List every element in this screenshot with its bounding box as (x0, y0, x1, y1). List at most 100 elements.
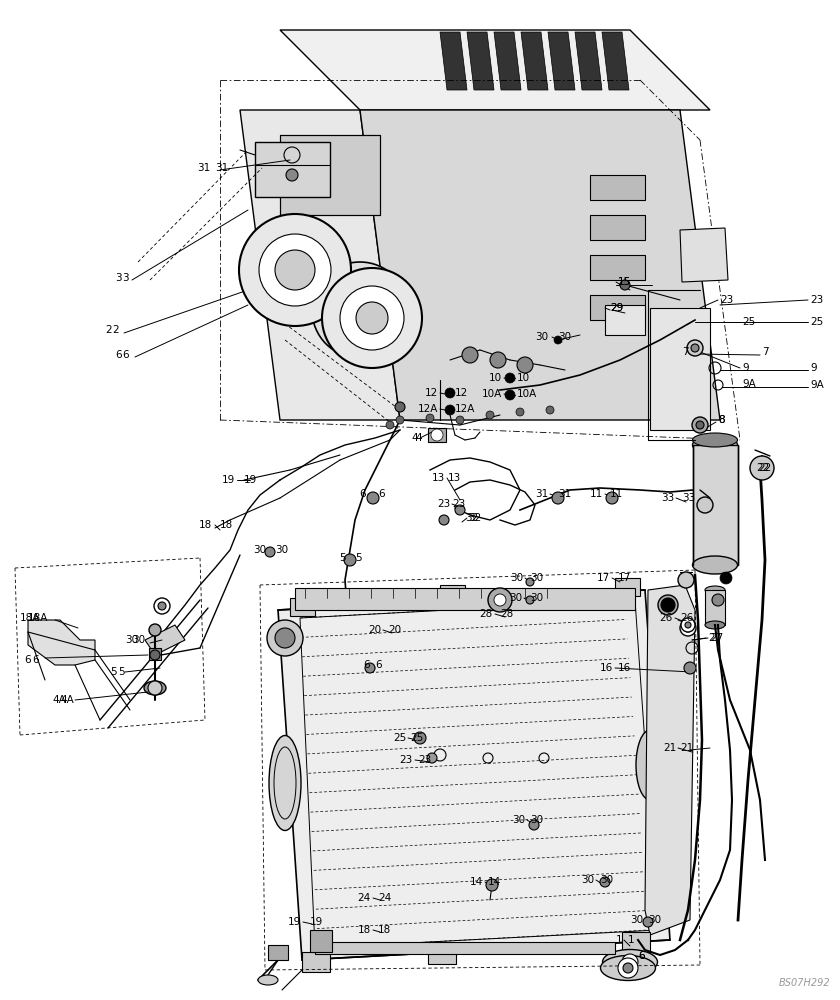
Bar (590, 175, 645, 200)
Circle shape (356, 302, 388, 334)
Text: 30: 30 (275, 545, 288, 555)
Polygon shape (650, 308, 710, 430)
Text: 5: 5 (110, 667, 117, 677)
Text: 30: 30 (509, 593, 522, 603)
Text: 3: 3 (122, 273, 129, 283)
Text: 23: 23 (810, 295, 823, 305)
Text: 14: 14 (488, 877, 501, 887)
Ellipse shape (269, 736, 301, 830)
Text: 8: 8 (718, 415, 725, 425)
Text: 23: 23 (720, 295, 733, 305)
Bar (622, 932, 650, 952)
Polygon shape (280, 30, 710, 110)
Bar (255, 142, 330, 197)
Text: 2: 2 (105, 325, 112, 335)
Circle shape (488, 588, 512, 612)
Text: 3: 3 (115, 273, 122, 283)
Circle shape (526, 578, 534, 586)
Bar (280, 135, 380, 215)
Text: 23: 23 (400, 755, 413, 765)
Circle shape (687, 340, 703, 356)
Text: BS07H292: BS07H292 (779, 978, 830, 988)
Ellipse shape (144, 681, 166, 695)
Circle shape (148, 681, 162, 695)
Circle shape (455, 505, 465, 515)
Text: 9A: 9A (742, 379, 756, 389)
Ellipse shape (692, 433, 738, 447)
Circle shape (684, 662, 696, 674)
Circle shape (267, 620, 303, 656)
Polygon shape (680, 228, 728, 282)
Text: 26: 26 (659, 613, 673, 623)
Text: 6: 6 (375, 660, 381, 670)
Circle shape (462, 347, 478, 363)
Text: 13: 13 (432, 473, 445, 483)
Text: 9A: 9A (810, 380, 824, 390)
Polygon shape (278, 590, 670, 960)
Bar (428, 428, 446, 442)
Text: 27: 27 (708, 633, 722, 643)
Text: 18: 18 (199, 520, 212, 530)
Polygon shape (28, 620, 95, 665)
Text: 31: 31 (215, 163, 228, 173)
Circle shape (154, 598, 170, 614)
Circle shape (431, 429, 443, 441)
Circle shape (680, 620, 696, 636)
Text: 6: 6 (115, 350, 122, 360)
Circle shape (681, 618, 695, 632)
Text: 10A: 10A (517, 389, 538, 399)
Text: 19: 19 (310, 917, 323, 927)
Circle shape (150, 650, 160, 660)
Text: 6: 6 (378, 489, 385, 499)
Circle shape (600, 877, 610, 887)
Circle shape (691, 344, 699, 352)
Text: 18: 18 (220, 520, 234, 530)
Text: 15: 15 (618, 277, 631, 287)
Text: 20: 20 (368, 625, 381, 635)
Text: 4: 4 (415, 433, 422, 443)
Text: 30: 30 (512, 815, 525, 825)
Polygon shape (240, 110, 400, 420)
Text: 12A: 12A (417, 404, 438, 414)
Circle shape (456, 416, 464, 424)
Circle shape (396, 416, 404, 424)
Text: 4A: 4A (52, 695, 66, 705)
Polygon shape (467, 32, 494, 90)
Ellipse shape (270, 740, 300, 820)
Text: 21: 21 (663, 743, 676, 753)
Text: 19: 19 (288, 917, 301, 927)
Text: 25: 25 (810, 317, 823, 327)
Polygon shape (645, 585, 695, 935)
Bar (268, 945, 288, 960)
Text: 5: 5 (355, 553, 362, 563)
Text: 31: 31 (197, 163, 210, 173)
Text: 25: 25 (410, 733, 423, 743)
Text: 28: 28 (480, 609, 493, 619)
Text: 29: 29 (610, 303, 623, 313)
Circle shape (490, 352, 506, 368)
Text: 17: 17 (618, 573, 631, 583)
Circle shape (386, 421, 394, 429)
Bar (605, 305, 645, 335)
Text: 32: 32 (465, 513, 478, 523)
Bar (302, 952, 330, 972)
Ellipse shape (705, 586, 725, 594)
Circle shape (622, 954, 638, 970)
Text: 24: 24 (378, 893, 391, 903)
Text: 29: 29 (610, 303, 623, 313)
Circle shape (712, 594, 724, 606)
Circle shape (322, 268, 422, 368)
Circle shape (692, 417, 708, 433)
Polygon shape (145, 625, 185, 655)
Ellipse shape (705, 621, 725, 629)
Text: 9: 9 (810, 363, 816, 373)
Text: 32: 32 (468, 513, 481, 523)
Text: 6: 6 (364, 660, 370, 670)
Circle shape (414, 732, 426, 744)
Circle shape (529, 820, 539, 830)
Text: 7: 7 (682, 347, 689, 357)
Text: 31: 31 (535, 489, 548, 499)
Text: 18: 18 (358, 925, 371, 935)
Text: 23: 23 (418, 755, 431, 765)
Circle shape (340, 286, 404, 350)
